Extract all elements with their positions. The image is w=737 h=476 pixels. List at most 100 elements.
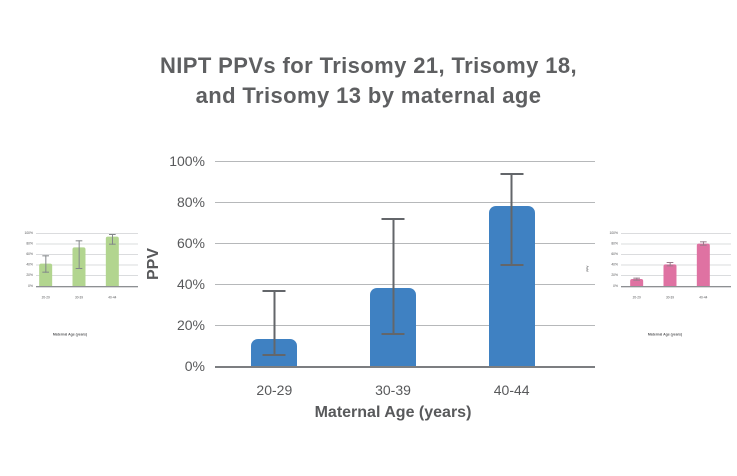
y-tick-label: 40% xyxy=(176,276,205,292)
error-bar-line xyxy=(669,262,671,267)
error-bar-bottom-cap xyxy=(666,265,674,267)
bar xyxy=(105,236,119,286)
y-tick-label: 80% xyxy=(611,241,618,246)
error-bar-bottom-cap xyxy=(633,279,640,281)
y-tick-label: 60% xyxy=(26,252,33,257)
bar-group: 20-29 30-39 40-44 xyxy=(29,233,129,300)
error-bar-top-cap xyxy=(500,173,524,176)
y-tick-label: 80% xyxy=(26,241,33,246)
gridline xyxy=(620,254,731,255)
bar-slot: 20-29 xyxy=(29,233,62,300)
y-tick-label: 20% xyxy=(176,317,205,333)
error-bar-bottom-cap xyxy=(500,263,524,266)
error-bar-bottom-cap xyxy=(108,243,116,245)
error-bar-top-cap xyxy=(666,262,674,264)
bar xyxy=(630,279,644,286)
y-axis-title: PPV xyxy=(586,265,590,272)
gridline xyxy=(215,161,595,162)
x-category-label: 40-44 xyxy=(108,295,117,300)
error-bar-top-cap xyxy=(381,218,405,221)
bar xyxy=(39,263,53,286)
trisomy-mini-chart-right: PPV 0% 20% 40% 60% 80% 100% 20-29 30-39 40-44 Ma… xyxy=(586,222,737,337)
gridline xyxy=(215,243,595,244)
gridline xyxy=(215,202,595,203)
error-bar-bottom-cap xyxy=(381,333,405,336)
y-axis-title: PPV xyxy=(145,247,162,280)
gridline xyxy=(35,254,138,255)
y-tick-label: 60% xyxy=(611,252,618,257)
error-bar-line xyxy=(702,241,704,246)
gridline xyxy=(620,243,731,245)
x-axis-title: Maternal Age (years) xyxy=(314,404,472,421)
bar-slot: 40-44 xyxy=(452,161,571,398)
x-category-label: 20-29 xyxy=(256,382,293,398)
error-bar-line xyxy=(636,277,638,281)
error-bar-line xyxy=(273,290,276,356)
error-bar xyxy=(381,218,405,336)
x-category-label: 30-39 xyxy=(74,295,84,300)
x-category-label: 30-39 xyxy=(665,295,675,300)
error-bar-bottom-cap xyxy=(42,271,49,273)
error-bar-top-cap xyxy=(42,255,49,257)
bar-slot: 30-39 xyxy=(653,233,686,300)
x-category-label: 40-44 xyxy=(493,382,530,398)
plot-area: 0% 20% 40% 60% 80% 100% 20-29 30-39 40-44 xyxy=(24,231,138,300)
gridline xyxy=(35,275,138,277)
x-axis-line xyxy=(35,285,138,288)
plot-area: PPV Maternal Age (years) 0% 20% 40% 60% 80% 1… xyxy=(145,153,595,421)
bar-slot: 30-39 xyxy=(334,161,453,398)
error-bar-line xyxy=(111,234,113,245)
y-tick-label: 80% xyxy=(176,194,205,210)
bar-group: 20-29 30-39 40-44 xyxy=(620,233,720,300)
error-bar-line xyxy=(78,240,80,270)
y-tick-label: 0% xyxy=(184,358,205,374)
error-bar-bottom-cap xyxy=(262,353,286,356)
error-bar-line xyxy=(392,218,394,336)
error-bar xyxy=(108,234,116,245)
bar xyxy=(663,264,677,286)
error-bar-top-cap xyxy=(108,234,116,236)
error-bar xyxy=(500,173,524,266)
gridline xyxy=(620,232,731,234)
error-bar-top-cap xyxy=(633,277,640,279)
bar-slot: 20-29 xyxy=(620,233,653,300)
y-tick-label: 0% xyxy=(613,284,618,288)
error-bar-line xyxy=(510,173,513,266)
y-tick-label: 40% xyxy=(26,262,33,267)
error-bar xyxy=(42,255,49,273)
error-bar-top-cap xyxy=(75,240,83,242)
y-tick-label: 60% xyxy=(176,235,205,251)
x-category-label: 20-29 xyxy=(41,295,50,300)
gridline xyxy=(35,243,138,245)
y-tick-label: 40% xyxy=(611,262,618,267)
x-category-label: 20-29 xyxy=(632,295,641,300)
error-bar-bottom-cap xyxy=(75,268,83,270)
y-tick-label: 100% xyxy=(169,153,205,169)
error-bar-line xyxy=(45,255,47,273)
error-bar-top-cap xyxy=(262,290,286,293)
bar-group: 20-29 30-39 40-44 xyxy=(215,161,571,398)
gridline xyxy=(35,232,138,234)
x-category-label: 40-44 xyxy=(699,295,708,300)
x-axis-title: Maternal Age (years) xyxy=(52,332,88,337)
gridline xyxy=(35,264,138,266)
x-axis-line xyxy=(620,285,731,288)
error-bar-bottom-cap xyxy=(699,244,707,246)
page-title-line-2: and Trisomy 13 by maternal age xyxy=(195,82,542,108)
error-bar xyxy=(699,241,707,246)
error-bar xyxy=(262,290,286,356)
error-bar xyxy=(666,262,674,267)
y-tick-label: 100% xyxy=(609,231,618,235)
x-category-label: 30-39 xyxy=(375,382,411,398)
page-title-line-1: NIPT PPVs for Trisomy 21, Trisomy 18, xyxy=(159,52,578,78)
error-bar xyxy=(75,240,83,270)
y-tick-label: 20% xyxy=(26,273,33,278)
y-tick-label: 20% xyxy=(611,273,618,278)
plot-area: 0% 20% 40% 60% 80% 100% 20-29 30-39 40-44 xyxy=(609,231,731,300)
y-tick-label: 0% xyxy=(28,284,33,288)
bar-slot: 30-39 xyxy=(62,233,95,300)
bar-slot: 40-44 xyxy=(96,233,129,300)
y-tick-label: 100% xyxy=(24,231,33,235)
gridline xyxy=(215,284,595,285)
